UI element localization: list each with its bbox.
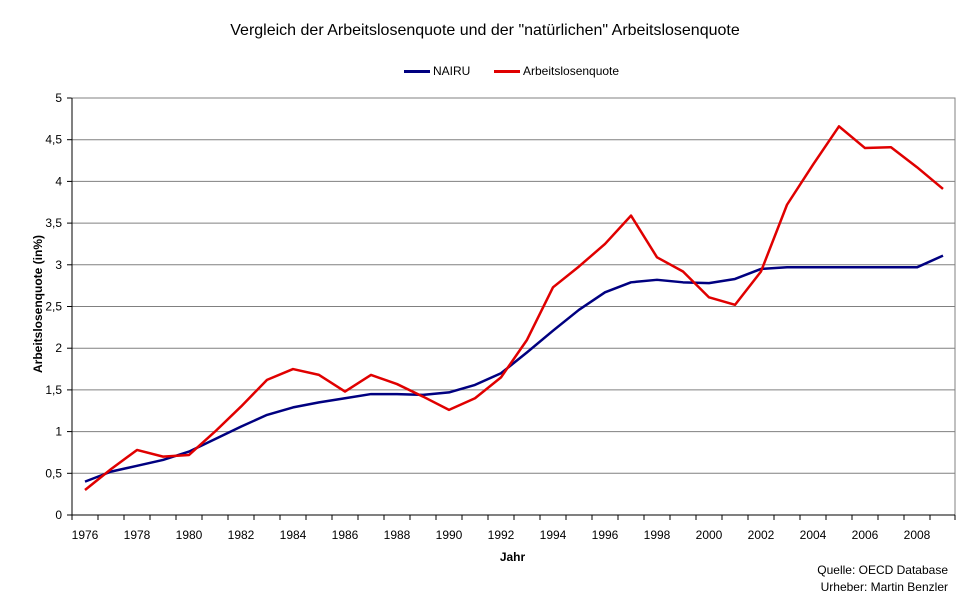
legend-label-arbeitslosenquote: Arbeitslosenquote xyxy=(523,64,620,78)
x-tick-label: 1982 xyxy=(228,528,255,542)
author-note: Urheber: Martin Benzler xyxy=(820,580,948,594)
x-tick-label: 2000 xyxy=(696,528,723,542)
x-tick-label: 1994 xyxy=(540,528,567,542)
y-tick-label: 2,5 xyxy=(45,300,62,314)
y-tick-label: 2 xyxy=(55,341,62,355)
legend-item-nairu: NAIRU xyxy=(404,64,470,78)
y-tick-label: 0 xyxy=(55,508,62,522)
y-tick-label: 3,5 xyxy=(45,216,62,230)
x-tick-label: 1986 xyxy=(332,528,359,542)
series-line-arbeitslosenquote xyxy=(84,125,944,491)
x-tick-label: 1984 xyxy=(280,528,307,542)
x-tick-label: 1980 xyxy=(176,528,203,542)
x-tick-label: 1976 xyxy=(72,528,99,542)
y-tick-label: 3 xyxy=(55,258,62,272)
y-tick-label: 1 xyxy=(55,425,62,439)
legend-label-nairu: NAIRU xyxy=(433,64,471,78)
x-tick-label: 1978 xyxy=(124,528,151,542)
source-note: Quelle: OECD Database xyxy=(817,563,948,577)
x-tick-label: 2008 xyxy=(904,528,931,542)
y-tick-label: 4 xyxy=(55,174,62,188)
legend-swatch-arbeitslosenquote xyxy=(494,69,520,73)
x-tick-label: 1998 xyxy=(644,528,671,542)
x-tick-label: 2002 xyxy=(748,528,775,542)
series-line-nairu xyxy=(84,254,944,483)
x-tick-label: 1996 xyxy=(592,528,619,542)
x-tick-label: 1992 xyxy=(488,528,515,542)
x-tick-label: 1990 xyxy=(436,528,463,542)
y-tick-label: 0,5 xyxy=(45,466,62,480)
x-axis-label: Jahr xyxy=(499,550,526,564)
x-tick-label: 2004 xyxy=(800,528,827,542)
y-tick-label: 1,5 xyxy=(45,383,62,397)
y-tick-label: 5 xyxy=(55,91,62,105)
x-tick-label: 1988 xyxy=(384,528,411,542)
legend-item-arbeitslosenquote: Arbeitslosenquote xyxy=(494,64,619,78)
y-tick-label: 4,5 xyxy=(45,133,62,147)
x-tick-label: 2006 xyxy=(852,528,879,542)
chart-title: Vergleich der Arbeitslosenquote und der … xyxy=(230,22,740,39)
legend-swatch-nairu xyxy=(404,69,430,73)
